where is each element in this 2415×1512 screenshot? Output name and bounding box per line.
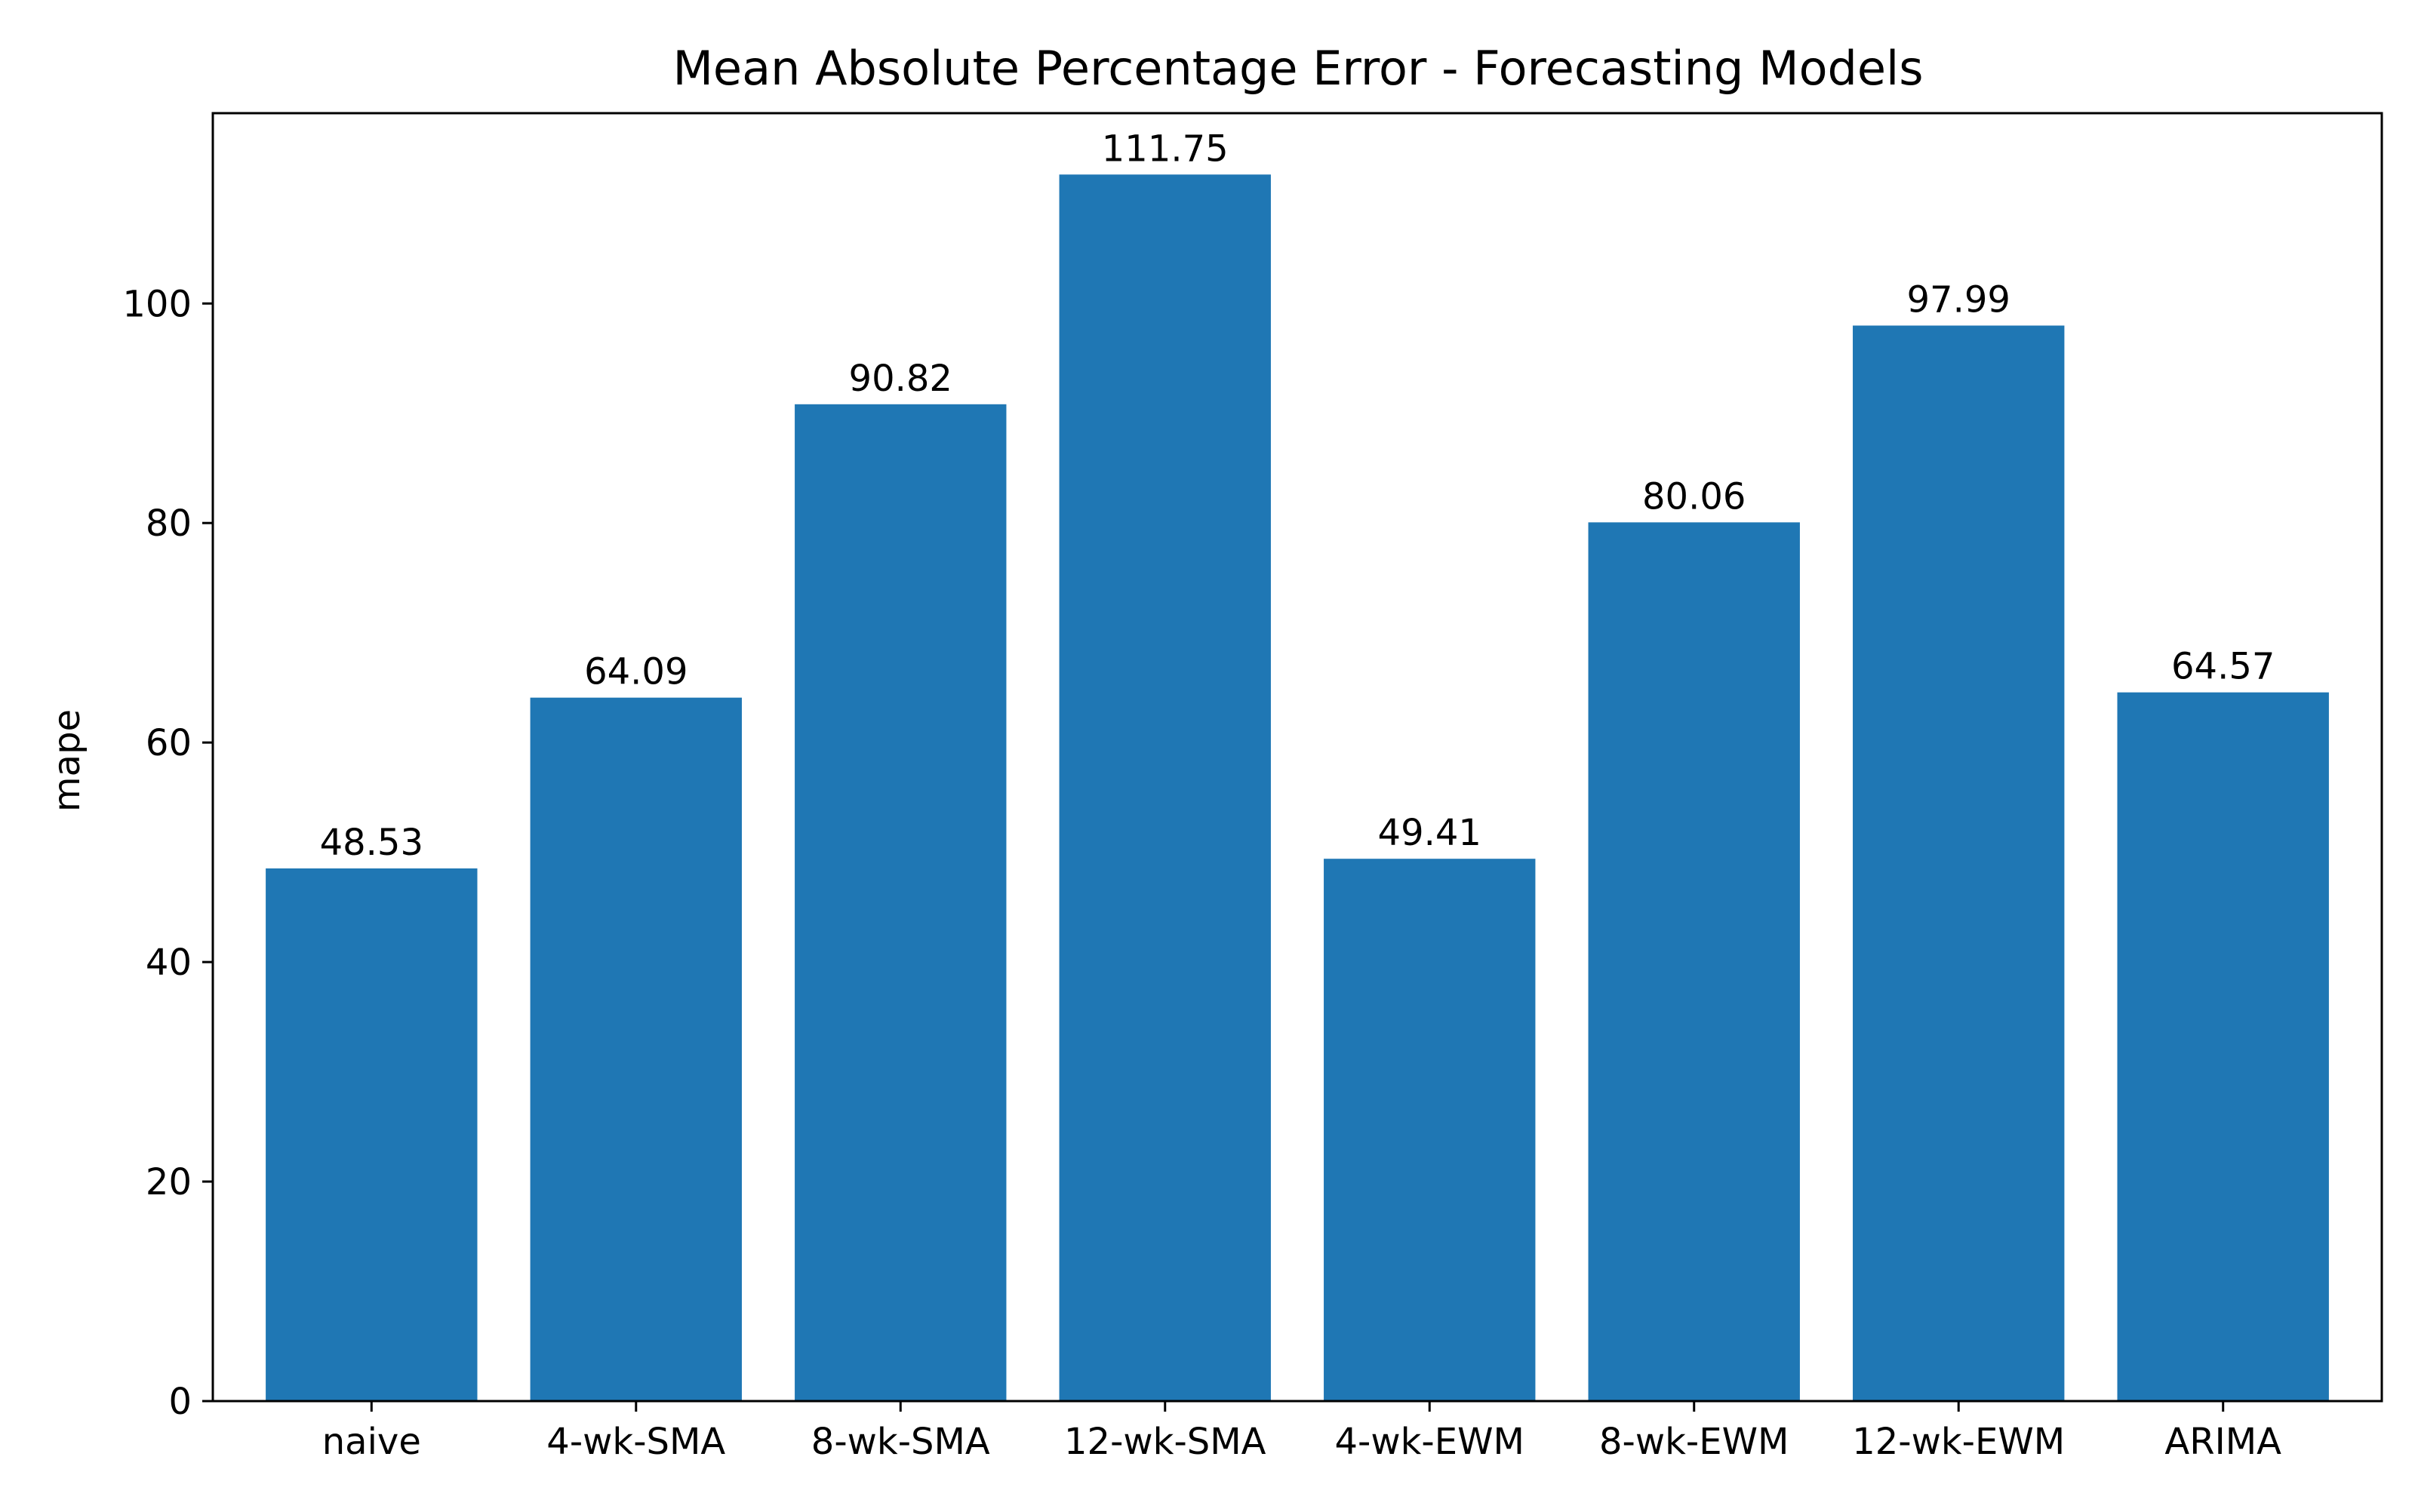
x-tick-label: 4-wk-EWM [1335,1421,1524,1463]
data-label-4-wk-SMA: 64.09 [584,651,688,693]
bar-8-wk-SMA [795,404,1007,1402]
plot-frame [211,112,2383,1403]
x-tick-label: 12-wk-SMA [1064,1421,1266,1463]
y-axis-label: mape [46,709,88,812]
y-tick-label: 80 [146,502,192,545]
y-tick-label: 0 [168,1381,192,1423]
x-tick-label: 4-wk-SMA [546,1421,725,1463]
data-label-ARIMA: 64.57 [2171,646,2275,688]
data-label-4-wk-EWM: 49.41 [1378,812,1481,854]
bar-naive [266,868,478,1401]
y-tick-label: 100 [122,283,192,325]
bar-12-wk-SMA [1059,174,1271,1402]
x-tick-label: 12-wk-EWM [1852,1421,2065,1463]
chart-title: Mean Absolute Percentage Error - Forecas… [672,41,1923,96]
data-label-8-wk-SMA: 90.82 [849,358,952,400]
bar-4-wk-SMA [530,697,742,1401]
bar-4-wk-EWM [1324,859,1536,1401]
bar-ARIMA [2117,692,2329,1401]
y-tick-label: 60 [146,722,192,764]
x-tick-label: ARIMA [2164,1421,2281,1463]
data-label-12-wk-SMA: 111.75 [1102,128,1229,170]
x-tick-label: 8-wk-SMA [811,1421,990,1463]
x-tick-label: 8-wk-EWM [1599,1421,1789,1463]
bar-12-wk-EWM [1853,325,2065,1401]
y-axis: 0 20 40 60 80 100 [122,283,213,1423]
bar-8-wk-EWM [1588,522,1800,1402]
bars-layer [266,174,2329,1402]
x-tick-label: naive [322,1421,421,1463]
data-label-8-wk-EWM: 80.06 [1642,475,1746,518]
data-label-12-wk-EWM: 97.99 [1907,278,2010,321]
data-label-naive: 48.53 [320,822,423,864]
y-tick-label: 40 [146,942,192,984]
x-axis: naive 4-wk-SMA 8-wk-SMA 12-wk-SMA 4-wk-EWM 8-… [322,1401,2281,1463]
y-tick-label: 20 [146,1161,192,1203]
data-labels-layer: 48.53 64.09 90.82 111.75 49.41 80.06 97.99 64.5… [320,128,2275,864]
